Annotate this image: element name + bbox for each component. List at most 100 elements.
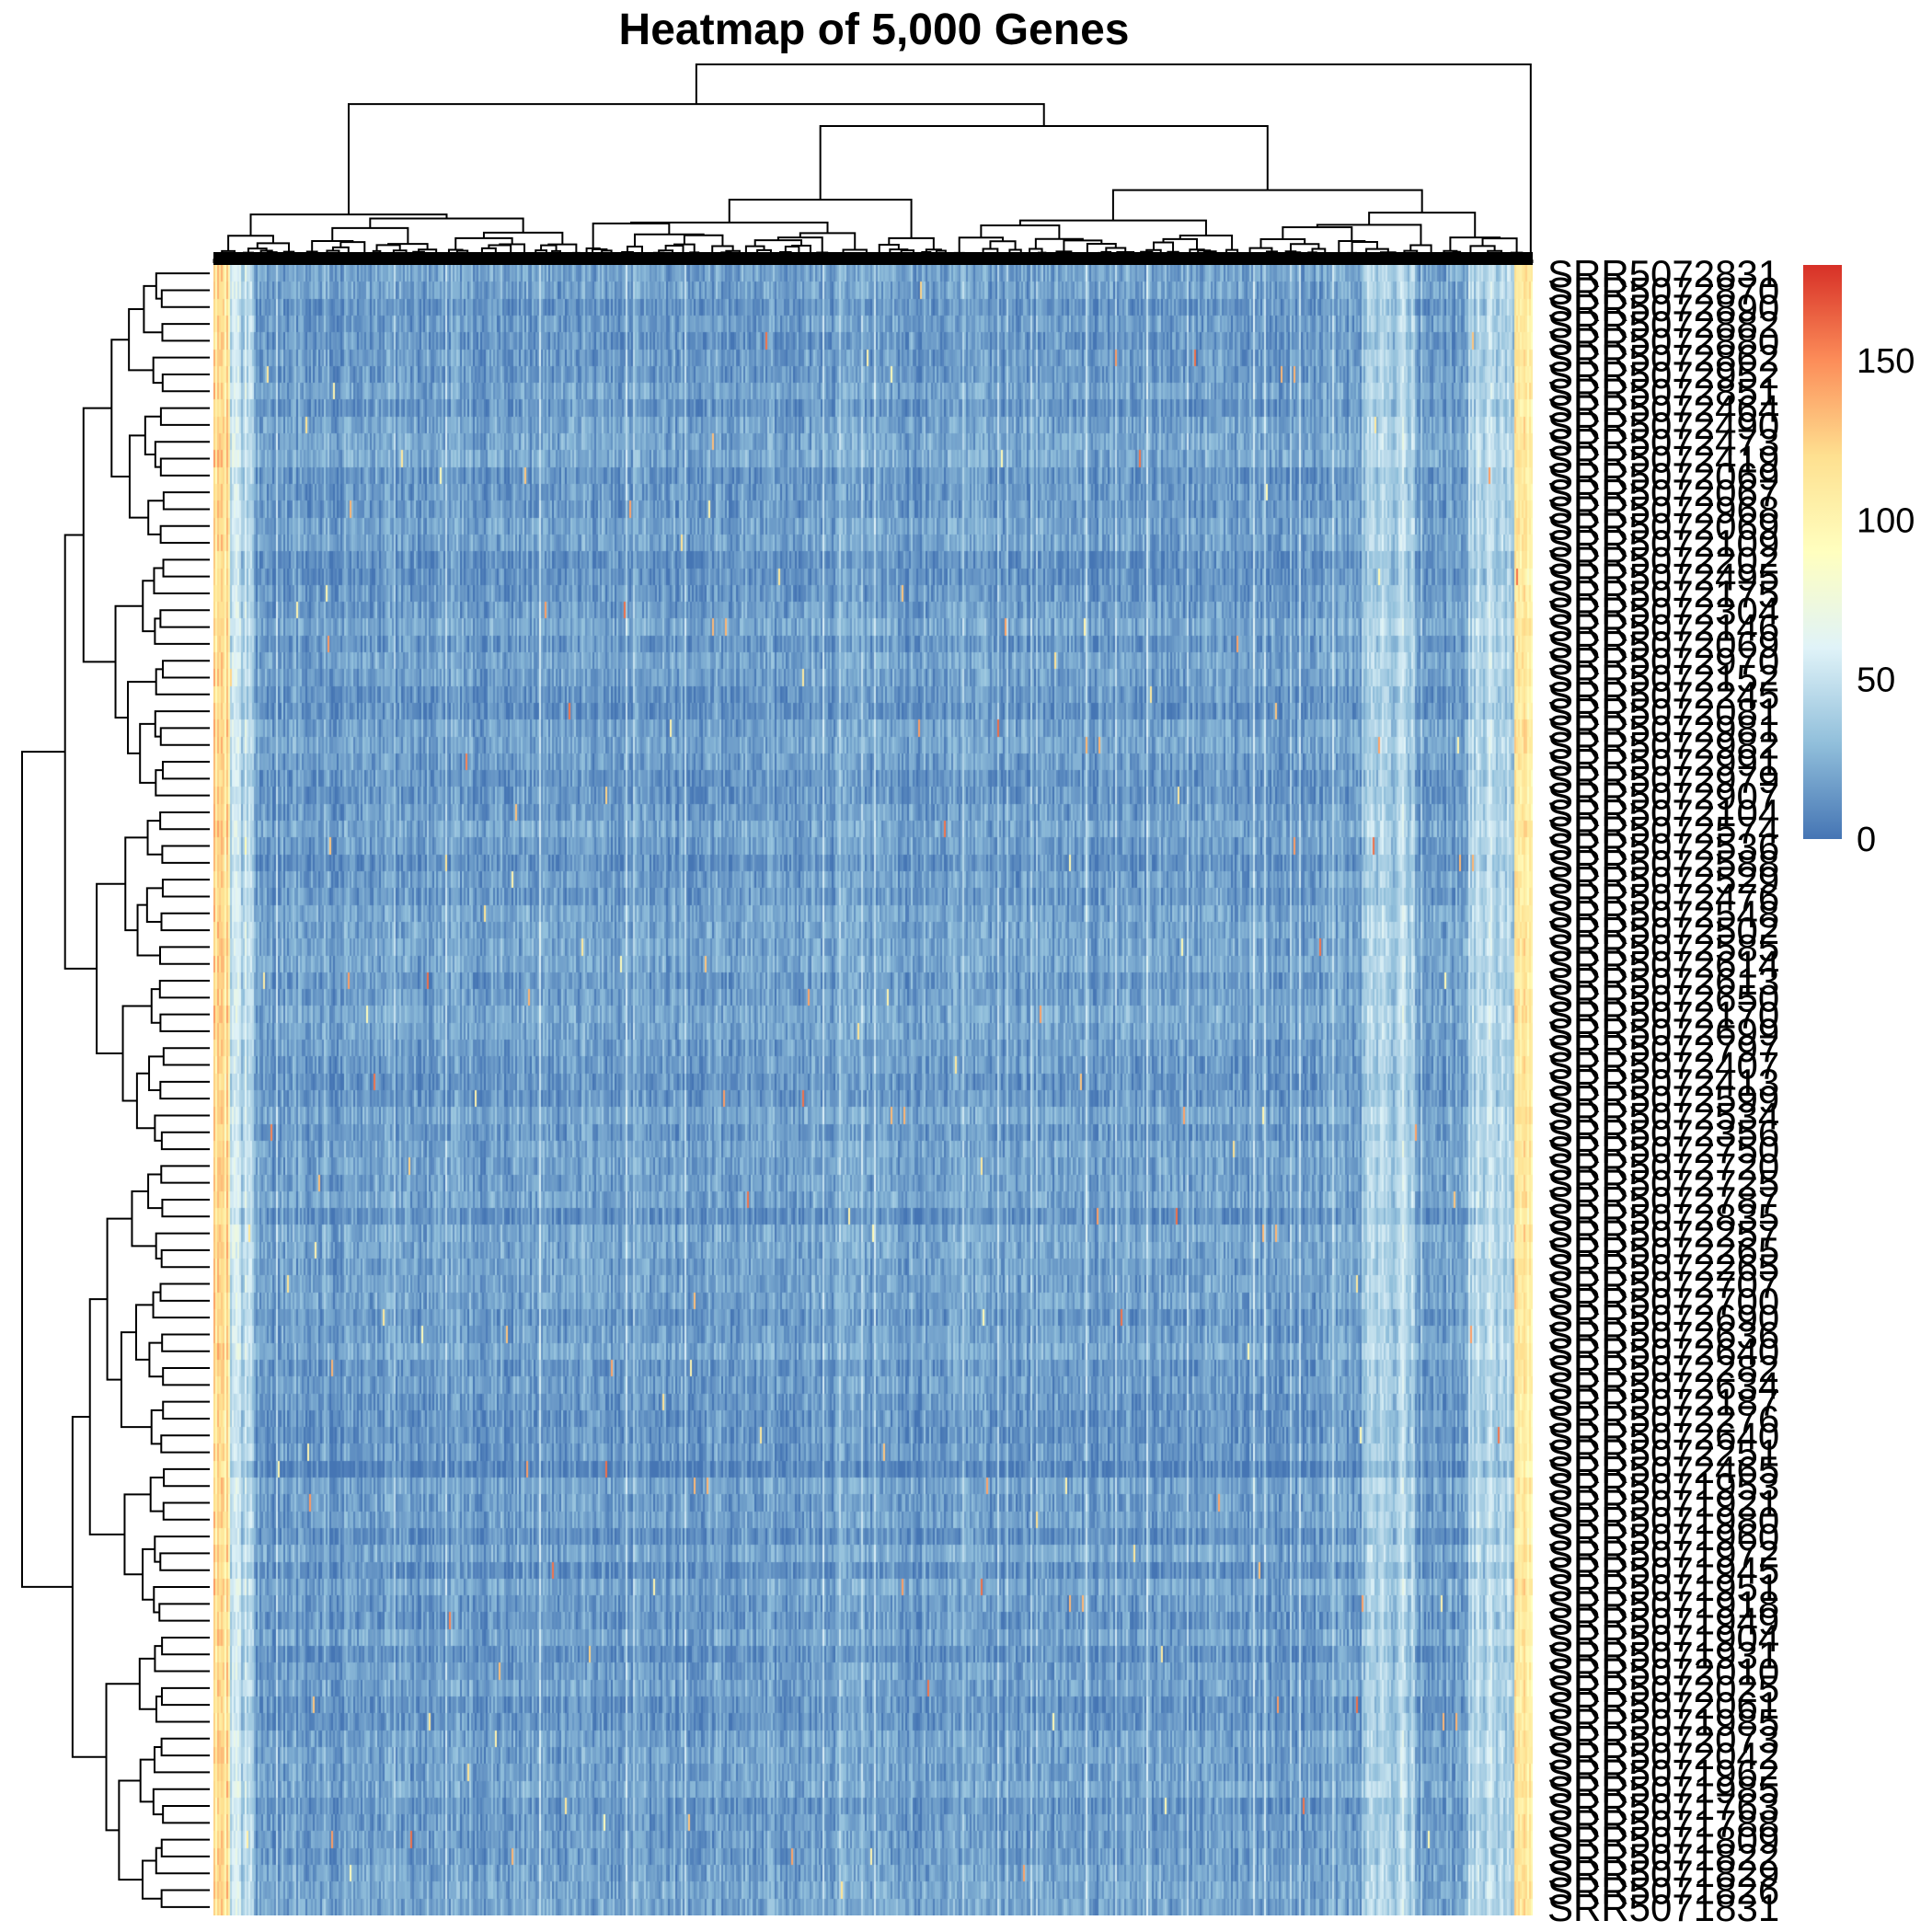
dendrogram-branch (154, 617, 210, 645)
row-label: SRR5071831 (1547, 1886, 1779, 1929)
row-label: SRR5072870 (1547, 269, 1779, 312)
row-label: SRR5072534 (1547, 1094, 1779, 1137)
row-label: SRR5072979 (1547, 757, 1779, 800)
dendrogram-branch (159, 457, 210, 477)
row-label: SRR5072634 (1547, 1363, 1779, 1407)
row-label: SRR5072073 (1547, 1718, 1779, 1761)
row-label: SRR5072700 (1547, 1280, 1779, 1323)
legend-color-bar (1803, 265, 1842, 839)
dendrogram-branch (142, 580, 155, 633)
row-label: SRR5072465 (1547, 1448, 1779, 1491)
dendrogram-branch (154, 1535, 210, 1563)
dendrogram-branch (160, 1838, 210, 1857)
row-label: SRR5071980 (1547, 1499, 1779, 1542)
row-dendrogram (20, 272, 210, 1908)
row-label: SRR5072061 (1547, 1684, 1779, 1727)
dendrogram-branch (105, 1683, 140, 1832)
row-label: SRR5072636 (1547, 1313, 1779, 1356)
dendrogram-branch (139, 1758, 155, 1803)
dendrogram-branch (161, 761, 210, 780)
dendrogram-branch (124, 836, 148, 932)
row-label: SRR5072419 (1547, 438, 1779, 481)
dendrogram-branch (480, 247, 497, 254)
row-label: SRR5072880 (1547, 319, 1779, 362)
row-label: SRR5072599 (1547, 1077, 1779, 1121)
dendrogram-branch (673, 243, 696, 253)
dendrogram-branch (547, 243, 578, 253)
row-label: SRR5072613 (1547, 960, 1779, 1003)
dendrogram-branch (161, 845, 210, 864)
dendrogram-branch (159, 1282, 210, 1302)
dendrogram-branch (160, 1737, 210, 1757)
dendrogram-branch (162, 660, 210, 679)
row-label: SRR5071763 (1547, 1785, 1779, 1828)
row-label: SRR5072473 (1547, 420, 1779, 464)
dendrogram-branch (147, 1173, 163, 1210)
dendrogram-branch (499, 243, 526, 255)
dendrogram-branch (776, 236, 823, 253)
dendrogram-branch (20, 751, 73, 1588)
dendrogram-branch (247, 247, 268, 253)
dendrogram-branch (152, 1291, 210, 1319)
dendrogram-branch (139, 722, 156, 784)
dendrogram-branch (154, 710, 210, 738)
row-label: SRR5072276 (1547, 1397, 1779, 1441)
row-label: SRR5072257 (1547, 1213, 1779, 1256)
legend-tick-label: 150 (1857, 342, 1915, 381)
row-label: SRR5072067 (1547, 471, 1779, 514)
row-label: SRR5072265 (1547, 1246, 1779, 1289)
row-label: SRR5072407 (1547, 1044, 1779, 1087)
dendrogram-branch (1111, 189, 1423, 221)
dendrogram-branch (540, 244, 558, 251)
row-label: SRR5071809 (1547, 1819, 1779, 1862)
dendrogram-branch (155, 1232, 210, 1260)
dendrogram-branch (163, 1467, 210, 1488)
dendrogram-branch (155, 668, 210, 696)
row-label: SRR5072640 (1547, 1414, 1779, 1457)
dendrogram-branch (347, 103, 1045, 215)
dendrogram-branch (160, 1889, 210, 1908)
row-label: SRR5072152 (1547, 657, 1779, 700)
dendrogram-branch (128, 308, 154, 372)
row-label: SRR5072890 (1547, 286, 1779, 329)
row-label: SRR5071826 (1547, 1869, 1779, 1913)
dendrogram-branch (1259, 237, 1306, 248)
dendrogram-branch (159, 946, 210, 965)
legend-tick-label: 100 (1857, 501, 1915, 540)
row-label: SRR5072882 (1547, 303, 1779, 346)
dendrogram-branch (161, 373, 210, 393)
row-label: SRR5072042 (1547, 1734, 1779, 1777)
row-label: SRR5072750 (1547, 1128, 1779, 1171)
row-label: SRR5071931 (1547, 1633, 1779, 1676)
dendrogram-branch (627, 246, 643, 255)
dendrogram-branch (159, 1080, 210, 1100)
dendrogram-branch (155, 272, 210, 300)
row-label: SRR5072304 (1547, 589, 1779, 632)
row-label: SRR5071918 (1547, 1582, 1779, 1626)
row-label: SRR5072490 (1547, 404, 1779, 447)
dendrogram-branch (160, 1165, 210, 1184)
dendrogram-branch (1105, 247, 1127, 252)
dendrogram-branch (161, 1636, 210, 1656)
row-label: SRR5071985 (1547, 1700, 1779, 1743)
row-label: SRR5071972 (1547, 1532, 1779, 1575)
dendrogram-branch (160, 1686, 210, 1707)
dendrogram-branch (1162, 237, 1199, 250)
dendrogram-branch (162, 491, 210, 511)
dendrogram-branch (1481, 237, 1518, 253)
row-label: SRR5072502 (1547, 909, 1779, 952)
dendrogram-branch (160, 289, 210, 308)
legend-tick-label: 50 (1857, 661, 1895, 700)
dendrogram-branch (158, 980, 210, 999)
dendrogram-branch (82, 407, 116, 663)
dendrogram-branch (155, 1846, 210, 1875)
row-label: SRR5071788 (1547, 1801, 1779, 1845)
row-label: SRR5072529 (1547, 858, 1779, 902)
dendrogram-branch (159, 1013, 210, 1032)
row-label: SRR5072069 (1547, 505, 1779, 548)
row-label: SRR5072588 (1547, 842, 1779, 885)
dendrogram-branch (1409, 244, 1432, 254)
dendrogram-branch (114, 604, 144, 719)
dendrogram-branch (664, 244, 684, 257)
